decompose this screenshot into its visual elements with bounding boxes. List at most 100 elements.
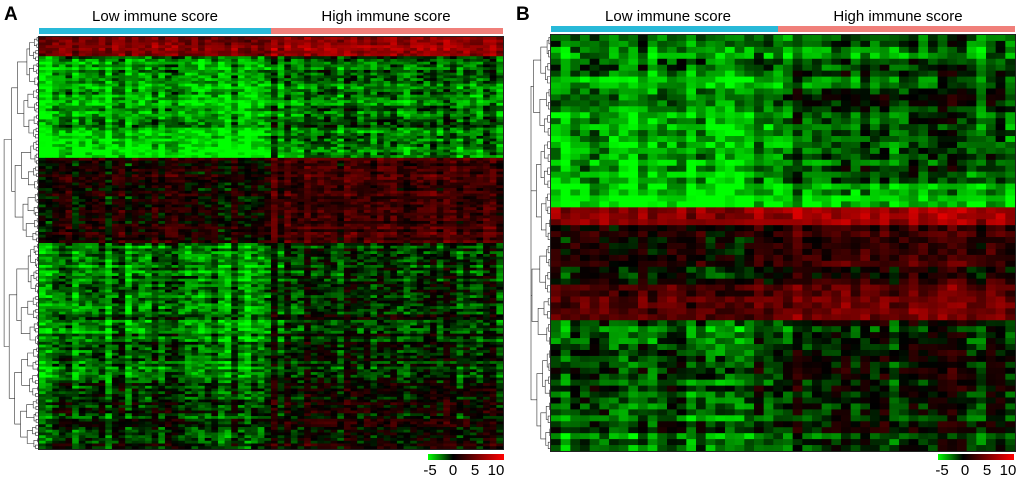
heatmap-cell	[483, 146, 491, 151]
heatmap-cell	[469, 75, 477, 79]
heatmap-cell	[463, 97, 471, 101]
heatmap-cell	[304, 105, 312, 109]
heatmap-cell	[184, 149, 192, 153]
heatmap-cell	[98, 223, 106, 227]
heatmap-cell	[463, 223, 471, 227]
heatmap-cell	[449, 149, 457, 153]
heatmap-cell	[164, 61, 172, 65]
heatmap-cell	[403, 78, 411, 82]
heatmap-cell	[78, 179, 86, 183]
heatmap-cell	[456, 105, 464, 109]
heatmap-cell	[423, 135, 431, 140]
heatmap-cell	[496, 102, 503, 107]
heatmap-cell	[377, 58, 385, 63]
heatmap-cell	[350, 83, 358, 87]
heatmap-cell	[383, 83, 391, 87]
heatmap-cell	[463, 67, 471, 71]
heatmap-cell	[78, 155, 86, 159]
heatmap-cell	[284, 67, 292, 71]
heatmap-cell	[158, 78, 166, 82]
heatmap-cell	[396, 218, 404, 222]
heatmap-cell	[237, 53, 245, 57]
heatmap-cell	[264, 108, 272, 112]
heatmap-cell	[436, 141, 444, 145]
heatmap-cell	[231, 37, 239, 41]
heatmap-cell	[324, 160, 332, 164]
heatmap-cell	[310, 80, 318, 85]
heatmap-cell	[469, 80, 477, 85]
heatmap-cell	[416, 223, 424, 227]
heatmap-cell	[456, 146, 464, 151]
heatmap-cell	[131, 102, 139, 107]
heatmap-cell	[370, 218, 378, 222]
heatmap-cell	[277, 69, 285, 74]
heatmap-cell	[184, 182, 192, 186]
heatmap-cell	[118, 174, 126, 178]
heatmap-cell	[98, 100, 106, 104]
heatmap-cell	[111, 56, 119, 60]
heatmap-cell	[138, 78, 146, 82]
heatmap-cell	[324, 207, 332, 211]
heatmap-cell	[111, 210, 119, 214]
heatmap-cell	[145, 72, 153, 76]
heatmap-cell	[151, 130, 159, 134]
heatmap-cell	[151, 193, 159, 197]
heatmap-cell	[92, 37, 100, 41]
heatmap-cell	[469, 163, 477, 167]
heatmap-cell	[363, 204, 371, 208]
heatmap-cell	[178, 105, 186, 109]
heatmap-cell	[416, 86, 424, 90]
heatmap-cell	[244, 221, 252, 225]
heatmap-cell	[125, 37, 133, 41]
heatmap-cell	[264, 111, 272, 115]
heatmap-cell	[237, 91, 245, 96]
heatmap-cell	[178, 69, 186, 74]
heatmap-cell	[476, 179, 484, 183]
heatmap-cell	[423, 45, 431, 49]
heatmap-cell	[151, 144, 159, 148]
heatmap-cell	[390, 89, 398, 93]
heatmap-cell	[430, 86, 438, 90]
heatmap-cell	[416, 174, 424, 178]
heatmap-cell	[403, 199, 411, 203]
heatmap-cell	[145, 185, 153, 189]
heatmap-cell	[489, 138, 497, 142]
heatmap-cell	[217, 177, 225, 181]
heatmap-cell	[463, 127, 471, 131]
heatmap-cell	[443, 111, 451, 115]
heatmap-cell	[39, 146, 47, 151]
heatmap-cell	[410, 89, 418, 93]
heatmap-cell	[131, 50, 139, 54]
heatmap-cell	[191, 168, 199, 172]
heatmap-cell	[297, 155, 305, 159]
heatmap-cell	[443, 215, 451, 219]
heatmap-cell	[191, 37, 199, 41]
heatmap-cell	[237, 182, 245, 186]
heatmap-cell	[105, 113, 113, 118]
heatmap-cell	[483, 122, 491, 126]
heatmap-cell	[443, 163, 451, 167]
heatmap-cell	[449, 204, 457, 208]
heatmap-cell	[317, 174, 325, 178]
heatmap-cell	[277, 174, 285, 178]
heatmap-cell	[410, 42, 418, 46]
heatmap-cell	[72, 160, 80, 164]
heatmap-cell	[171, 199, 179, 203]
heatmap-cell	[111, 89, 119, 93]
heatmap-cell	[436, 193, 444, 197]
heatmap-cell	[125, 166, 133, 170]
heatmap-cell	[184, 113, 192, 118]
heatmap-cell	[72, 39, 80, 43]
heatmap-cell	[158, 163, 166, 167]
heatmap-cell	[92, 193, 100, 197]
heatmap-cell	[45, 226, 53, 230]
heatmap-cell	[138, 86, 146, 90]
heatmap-cell	[324, 102, 332, 107]
heatmap-cell	[191, 61, 199, 65]
heatmap-cell	[211, 177, 219, 181]
heatmap-cell	[92, 58, 100, 63]
heatmap-cell	[271, 75, 279, 79]
heatmap-cell	[224, 61, 232, 65]
heatmap-cell	[45, 135, 53, 140]
heatmap-cell	[98, 83, 106, 87]
